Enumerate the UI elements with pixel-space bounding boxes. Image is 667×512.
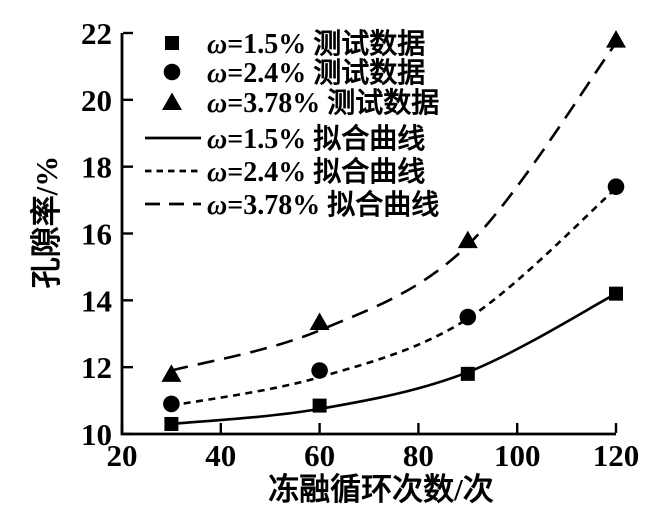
data-point-triangle [606, 30, 626, 48]
data-point-triangle [457, 230, 478, 249]
y-tick-label: 14 [81, 283, 112, 318]
legend-marker-triangle [162, 92, 182, 110]
legend-label: ω=1.5% 测试数据 [207, 28, 425, 60]
data-point-square [312, 398, 327, 413]
data-point-triangle [161, 364, 182, 382]
legend-label: ω=1.5% 拟合曲线 [207, 122, 425, 155]
x-tick-label: 80 [403, 438, 434, 473]
y-tick-label: 10 [81, 417, 112, 452]
x-axis-title: 冻融循环次数/次 [268, 472, 494, 507]
legend-marker-square [165, 36, 179, 50]
legend-label: ω=2.4% 测试数据 [207, 57, 425, 89]
data-point-triangle [309, 312, 330, 331]
legend-label: ω=3.78% 测试数据 [207, 87, 439, 119]
data-point-square [609, 286, 623, 301]
legend-marker-circle [163, 63, 181, 81]
legend-label: ω=2.4% 拟合曲线 [207, 155, 425, 188]
axis-frame [120, 33, 616, 436]
fit-curve-dotted [171, 187, 617, 407]
x-tick-label: 100 [494, 438, 541, 473]
data-point-circle [459, 308, 477, 326]
y-axis-title: 孔隙率/% [29, 156, 64, 289]
y-tick-label: 20 [81, 83, 112, 118]
x-tick-label: 60 [304, 438, 335, 473]
fit-curve-dashed [171, 42, 618, 372]
data-point-square [164, 416, 179, 431]
y-tick-label: 16 [81, 217, 112, 252]
legend-label: ω=3.78% 拟合曲线 [207, 188, 439, 221]
y-tick-label: 22 [81, 16, 112, 51]
data-point-square [460, 366, 475, 381]
fit-curve-solid [171, 292, 617, 426]
x-tick-label: 120 [593, 438, 640, 473]
data-point-circle [607, 178, 625, 196]
data-point-circle [311, 362, 328, 379]
data-point-circle [163, 395, 180, 413]
y-tick-label: 18 [81, 150, 112, 185]
x-tick-label: 20 [107, 438, 138, 473]
y-tick-label: 12 [81, 350, 112, 385]
x-tick-label: 40 [205, 438, 236, 473]
